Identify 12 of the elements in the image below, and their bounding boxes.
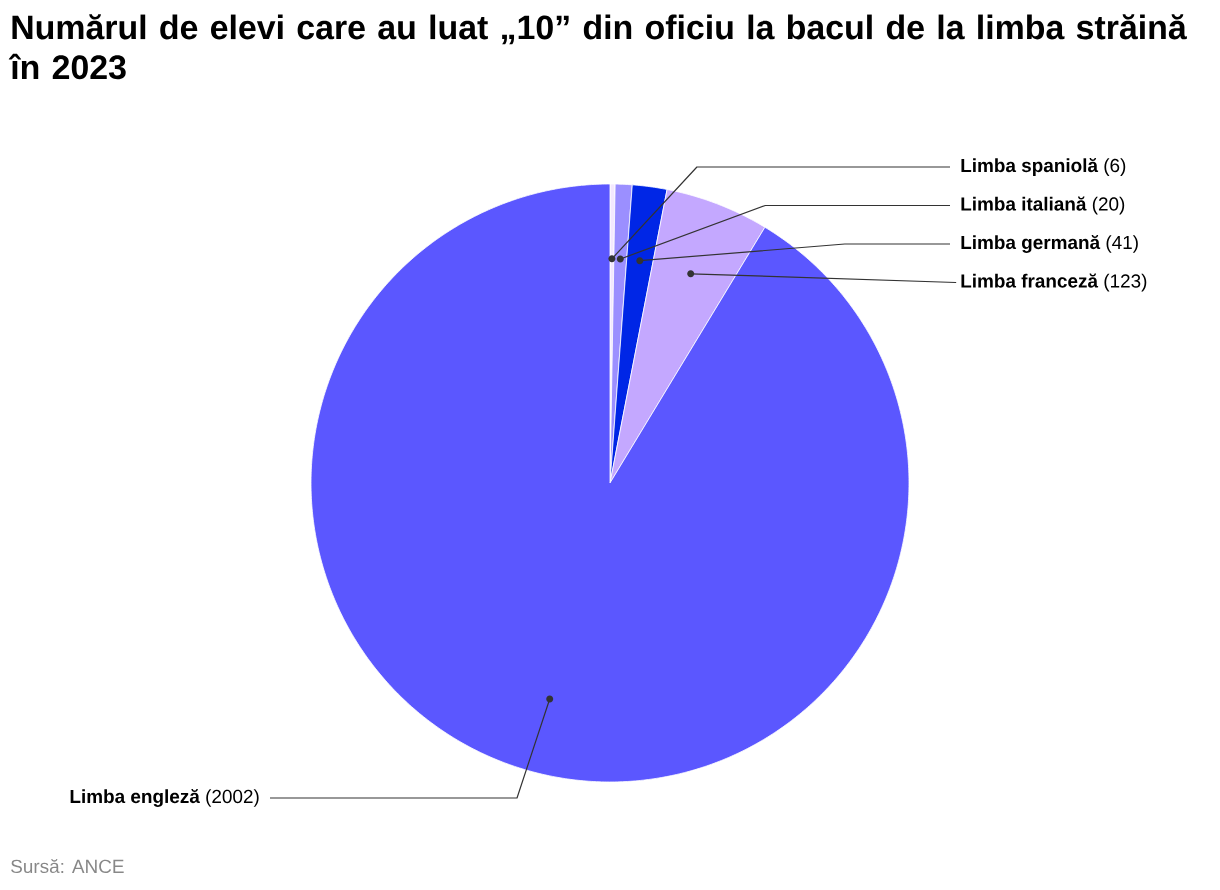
slice-label: Limba italiană — [961, 196, 1087, 211]
slice-label: Limba spaniolă — [961, 158, 1099, 176]
slice-label: Limba franceză — [961, 273, 1099, 288]
data-label: (2002) — [206, 789, 259, 807]
data-label: (41) — [1106, 235, 1138, 253]
chart-title: Numărul de elevi care au luat „10” din oficiu la bacul de la limba străină în 2023 — [8, 14, 1187, 80]
text: Sursă: ANCE — [11, 858, 124, 874]
data-label: (6) — [1104, 158, 1126, 176]
slice-label: Limba germană — [961, 235, 1101, 253]
data-label: (20) — [1092, 196, 1125, 215]
data-label: (123) — [1104, 273, 1147, 292]
slice-label: Limba engleză — [70, 789, 200, 807]
